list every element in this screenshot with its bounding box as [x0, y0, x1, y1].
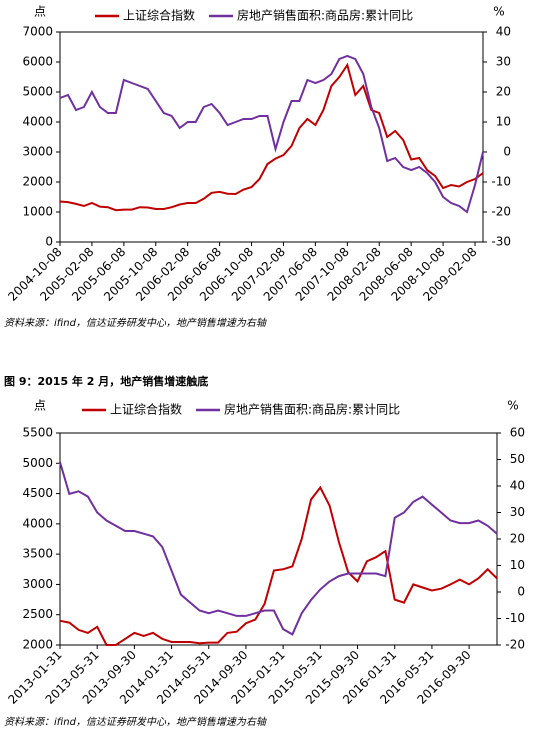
- y2-tick-label: 10: [496, 115, 511, 129]
- plot-frame: [59, 432, 498, 646]
- series-line: [59, 461, 498, 636]
- y2-tick-label: 20: [510, 532, 525, 546]
- source-note: 资料来源：ifind，信达证券研发中心，地产销售增速为右轴: [4, 317, 267, 329]
- y2-tick-label: -20: [491, 205, 511, 219]
- y-tick-label: 1000: [22, 205, 53, 219]
- y2-tick-label: -20: [505, 638, 525, 652]
- y-tick-label: 5500: [22, 426, 53, 440]
- y-axis-unit: 点: [34, 5, 46, 19]
- y-tick-label: 7000: [22, 25, 53, 39]
- y2-tick-label: -30: [491, 235, 511, 249]
- series-line: [59, 62, 484, 212]
- series-line: [59, 485, 498, 646]
- y2-tick-label: 10: [510, 558, 525, 572]
- y2-tick-label: 30: [496, 55, 511, 69]
- y2-axis-unit: %: [493, 5, 504, 19]
- y2-tick-label: 30: [510, 505, 525, 519]
- series-line: [59, 54, 484, 214]
- y-tick-label: 2000: [22, 175, 53, 189]
- source-note: 资料来源：ifind，信达证券研发中心，地产销售增速为右轴: [4, 716, 267, 728]
- y-tick-label: 2500: [22, 607, 53, 621]
- y-tick-label: 5000: [22, 85, 53, 99]
- y-axis-unit: 点: [34, 399, 46, 413]
- y-tick-label: 3500: [22, 547, 53, 561]
- y2-tick-label: 40: [510, 479, 525, 493]
- y-tick-label: 4000: [22, 516, 53, 530]
- legend-label: 上证综合指数: [110, 402, 182, 417]
- y2-tick-label: 40: [496, 25, 511, 39]
- y-tick-label: 3000: [22, 145, 53, 159]
- plot-frame: [59, 31, 484, 243]
- legend-label: 房地产销售面积:商品房:累计同比: [224, 402, 400, 417]
- figure-caption: 图 9：2015 年 2 月，地产销售增速触底: [4, 374, 208, 388]
- y2-tick-label: 50: [510, 452, 525, 466]
- y-tick-label: 2000: [22, 638, 53, 652]
- y-tick-label: 4500: [22, 486, 53, 500]
- y2-tick-label: -10: [491, 175, 511, 189]
- y2-tick-label: 0: [517, 585, 525, 599]
- y-tick-label: 4000: [22, 115, 53, 129]
- legend-label: 上证综合指数: [123, 8, 195, 23]
- y-tick-label: 6000: [22, 55, 53, 69]
- y2-axis-unit: %: [507, 399, 518, 413]
- y-tick-label: 5000: [22, 456, 53, 470]
- legend-label: 房地产销售面积:商品房:累计同比: [237, 8, 413, 23]
- y-tick-label: 3000: [22, 577, 53, 591]
- y2-tick-label: 0: [503, 145, 511, 159]
- y-tick-label: 0: [45, 235, 53, 249]
- y2-tick-label: 20: [496, 85, 511, 99]
- y2-tick-label: -10: [505, 611, 525, 625]
- y2-tick-label: 60: [510, 426, 525, 440]
